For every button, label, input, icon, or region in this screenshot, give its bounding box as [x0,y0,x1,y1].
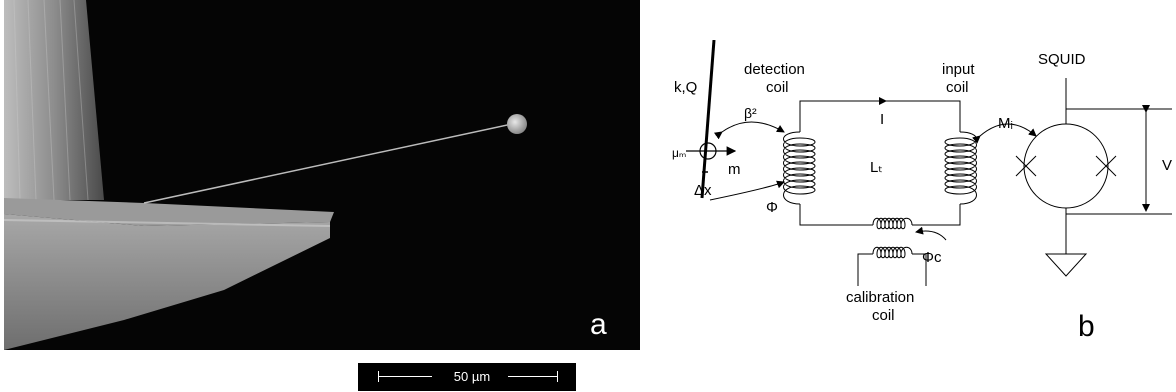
scale-bar-line-right [508,376,558,377]
flux-label: Φ [766,199,778,216]
sem-micrograph [4,0,640,350]
calibration-flux-label: Φc [922,249,942,266]
squid-label: SQUID [1038,51,1086,68]
magnetic-sphere [507,114,527,134]
magnet-label: m [728,161,741,178]
circuit-bottom-wire-right [912,204,961,226]
circuit-schematic: k,Q μₘ m Δx β² detection coil input coil… [672,40,1172,324]
input-coil-label-line2: coil [946,79,969,96]
calibration-coil [872,246,913,259]
input-coil [944,131,977,205]
calibration-coil-label-line2: coil [872,307,895,324]
calibration-wire-right [912,253,927,286]
mutual-inductance-arrow [972,123,1037,144]
displacement-label: Δx [694,182,712,199]
fiber [143,123,513,204]
cantilever [700,40,716,199]
cantilever-body [4,214,330,350]
current-label: I [880,111,884,128]
josephson-junction-right [1095,155,1117,177]
calibration-flux-arrow [915,226,947,241]
scale-bar-tick-right [557,371,558,382]
support-pillar [4,0,104,200]
coupling-label: β² [744,105,757,121]
cantilever-label: k,Q [674,79,697,96]
scale-bar-label: 50 µm [453,369,491,384]
input-coil-label-line1: input [942,61,975,78]
cantilever-plate [4,198,334,226]
circuit-bottom-wire [799,204,873,226]
scale-bar: 50 µm [358,363,576,391]
detection-coil-label-line1: detection [744,61,805,78]
flux-arrow [709,180,785,201]
squid-ring [1023,123,1109,209]
inductance-label: Lₜ [870,159,883,176]
moment-label: μₘ [672,146,686,160]
panel-label-a: a [590,308,607,341]
calibration-wire-left [857,253,873,286]
micrograph-drawing [4,0,640,350]
josephson-junction-left [1015,155,1037,177]
ground-symbol [1044,253,1088,277]
calibration-coil-label-line1: calibration [846,289,914,306]
voltage-label: V [1162,157,1172,174]
detection-coil [783,131,816,205]
panel-label-b: b [1078,310,1095,343]
loop-series-coil [872,217,913,230]
detection-coil-label-line2: coil [766,79,789,96]
coupling-arrow [713,121,785,140]
mutual-inductance-label: Mᵢ [998,115,1013,132]
scale-bar-line-left [378,376,432,377]
